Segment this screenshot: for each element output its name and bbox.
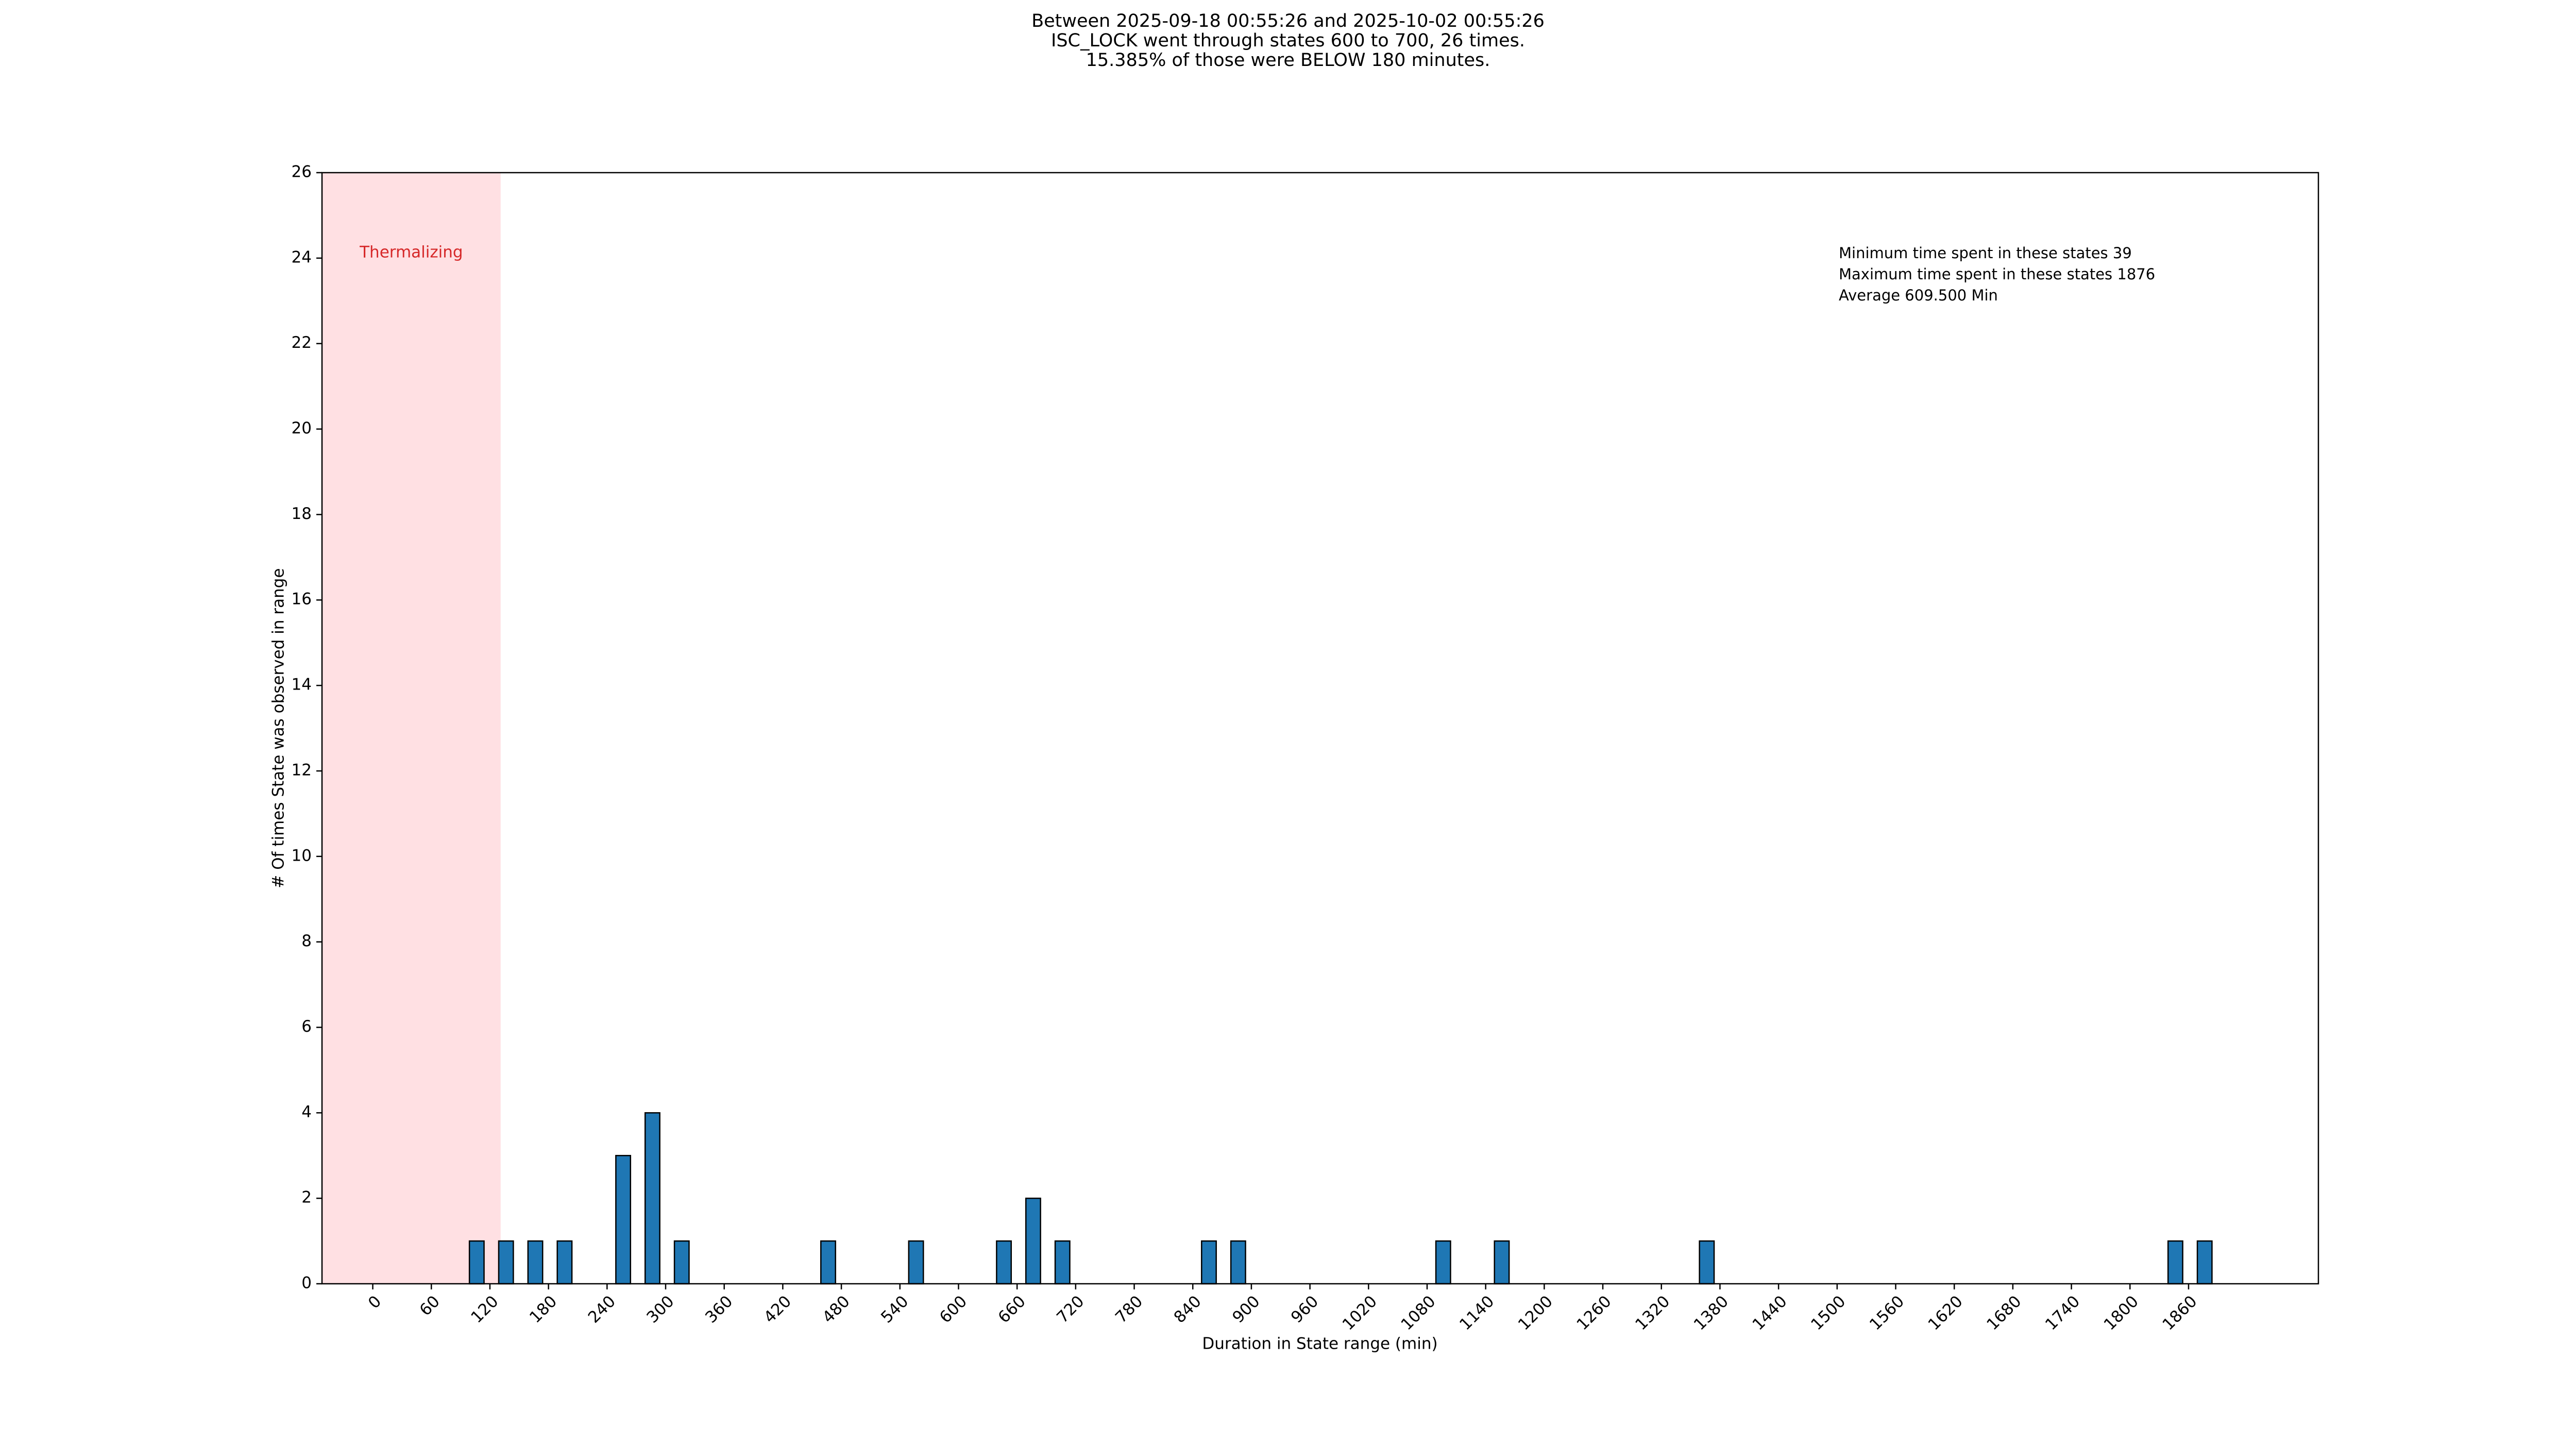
bar [1435, 1240, 1451, 1285]
bar [644, 1112, 660, 1285]
y-tick-label: 12 [292, 761, 312, 779]
y-tick-label: 6 [301, 1017, 312, 1036]
y-tick-label: 8 [301, 932, 312, 950]
y-tick-label: 20 [292, 419, 312, 438]
y-tick-label: 0 [301, 1274, 312, 1293]
y-tick-label: 4 [301, 1103, 312, 1121]
bar [556, 1240, 573, 1285]
annotation: Minimum time spent in these states 39 [1839, 244, 2132, 262]
shaded-region [322, 173, 501, 1284]
y-tick-label: 10 [292, 846, 312, 865]
bar [673, 1240, 690, 1285]
bar [2196, 1240, 2213, 1285]
plot-frame [321, 172, 2319, 1285]
bar [908, 1240, 924, 1285]
y-tick-label: 22 [292, 333, 312, 352]
bar [1025, 1197, 1041, 1285]
bar [820, 1240, 836, 1285]
y-axis-label: # Of times State was observed in range [269, 568, 288, 888]
x-axis-label: Duration in State range (min) [1202, 1335, 1437, 1353]
bar [1201, 1240, 1217, 1285]
y-tick-label: 14 [292, 676, 312, 694]
annotation: Average 609.500 Min [1839, 287, 1998, 304]
y-tick-label: 26 [292, 163, 312, 181]
y-tick-label: 16 [292, 590, 312, 609]
y-tick-label: 24 [292, 248, 312, 266]
region-label: Thermalizing [359, 243, 463, 262]
bar [1699, 1240, 1715, 1285]
y-tick-label: 2 [301, 1188, 312, 1207]
bar [1230, 1240, 1246, 1285]
bar [615, 1154, 632, 1285]
annotation: Maximum time spent in these states 1876 [1839, 265, 2155, 283]
chart-title: ISC_LOCK went through states 600 to 700,… [1051, 30, 1525, 51]
bar [498, 1240, 514, 1285]
bar [996, 1240, 1012, 1285]
bar [468, 1240, 485, 1285]
bar [2167, 1240, 2183, 1285]
bar [527, 1240, 544, 1285]
y-tick-label: 18 [292, 505, 312, 523]
bar [1494, 1240, 1510, 1285]
chart-title: 15.385% of those were BELOW 180 minutes. [1086, 50, 1490, 71]
chart-title: Between 2025-09-18 00:55:26 and 2025-10-… [1031, 11, 1545, 31]
bar [1054, 1240, 1071, 1285]
